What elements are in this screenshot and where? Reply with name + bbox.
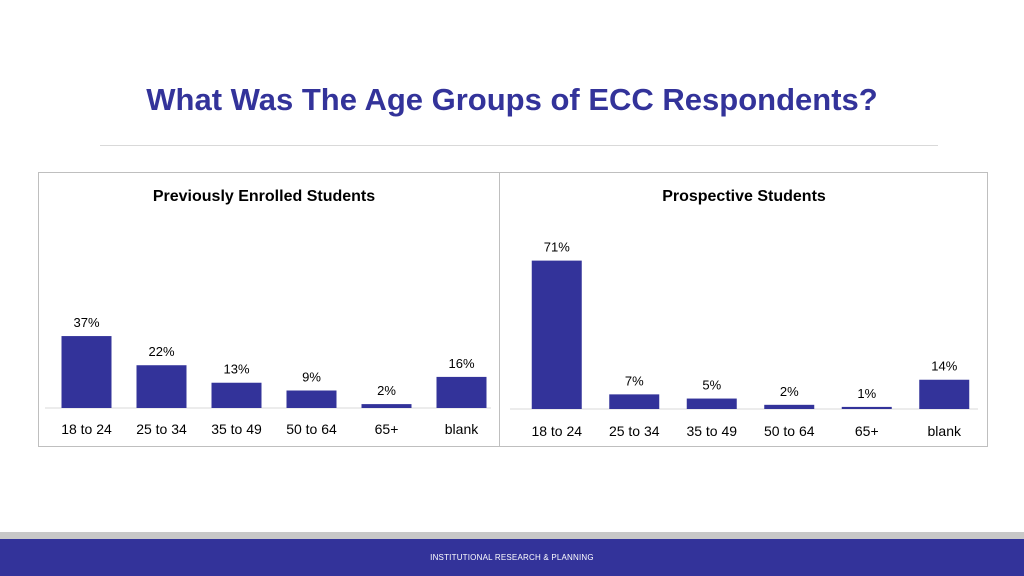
data-label: 13% (223, 362, 249, 377)
bar-18-to-24 (531, 260, 582, 409)
bar-blank (919, 379, 970, 409)
data-label: 71% (544, 240, 570, 255)
x-tick-label: 65+ (855, 423, 879, 439)
footer-stripe (0, 532, 1024, 539)
data-label: 9% (302, 370, 321, 385)
data-label: 1% (857, 386, 876, 401)
footer-bar: INSTITUTIONAL RESEARCH & PLANNING (0, 539, 1024, 576)
chart-previously-enrolled: Previously Enrolled Students 37% 18 to 24… (45, 188, 491, 437)
page-title: What Was The Age Groups of ECC Responden… (146, 82, 878, 117)
x-tick-label: 50 to 64 (286, 421, 337, 437)
data-label: 7% (625, 373, 644, 388)
x-tick-label: blank (445, 421, 479, 437)
x-tick-label: 18 to 24 (61, 421, 112, 437)
x-tick-label: blank (928, 423, 962, 439)
chart-title: Prospective Students (662, 188, 826, 205)
bar-50-to-64 (286, 390, 337, 408)
bar-35-to-49 (686, 398, 737, 409)
bar-35-to-49 (211, 382, 262, 408)
bar-50-to-64 (764, 404, 815, 409)
data-label: 14% (931, 359, 957, 374)
data-label: 5% (702, 378, 721, 393)
x-tick-label: 65+ (375, 421, 399, 437)
x-tick-label: 18 to 24 (531, 423, 582, 439)
data-label: 16% (448, 356, 474, 371)
x-tick-label: 35 to 49 (211, 421, 262, 437)
bar-18-to-24 (61, 336, 112, 408)
chart-prospective: Prospective Students 71% 18 to 24 7% 25 to … (510, 188, 978, 439)
title-divider (100, 145, 938, 146)
bar-65 (841, 406, 892, 409)
bar-blank (436, 376, 487, 408)
bar-25-to-34 (609, 394, 660, 409)
chart-title: Previously Enrolled Students (153, 188, 375, 205)
footer-text: INSTITUTIONAL RESEARCH & PLANNING (430, 553, 594, 562)
data-label: 22% (148, 344, 174, 359)
chart-panel-prospective: Prospective Students 71% 18 to 24 7% 25 to … (499, 172, 988, 447)
chart-panel-previously-enrolled: Previously Enrolled Students 37% 18 to 24… (38, 172, 500, 447)
x-tick-label: 50 to 64 (764, 423, 815, 439)
data-label: 2% (780, 384, 799, 399)
x-tick-label: 35 to 49 (686, 423, 737, 439)
bar-25-to-34 (136, 365, 187, 408)
x-tick-label: 25 to 34 (136, 421, 187, 437)
bar-65 (361, 404, 412, 408)
x-tick-label: 25 to 34 (609, 423, 660, 439)
data-label: 2% (377, 383, 396, 398)
data-label: 37% (73, 315, 99, 330)
